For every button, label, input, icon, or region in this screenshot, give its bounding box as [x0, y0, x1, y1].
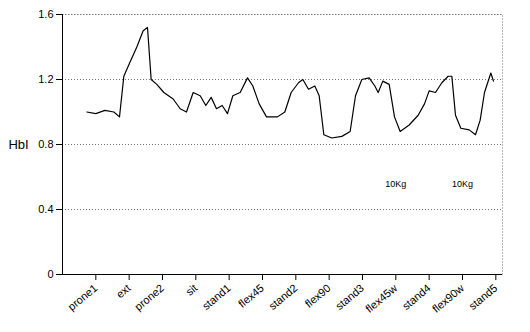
svg-text:stand1: stand1	[200, 282, 233, 312]
svg-text:ext: ext	[114, 282, 133, 301]
svg-text:0.4: 0.4	[38, 203, 53, 215]
svg-text:stand4: stand4	[400, 282, 433, 312]
svg-text:1.6: 1.6	[38, 8, 53, 20]
svg-text:sit: sit	[183, 282, 199, 298]
svg-text:10Kg: 10Kg	[452, 179, 473, 189]
svg-text:0: 0	[47, 268, 53, 280]
svg-text:10Kg: 10Kg	[385, 179, 406, 189]
svg-text:flex45w: flex45w	[363, 282, 399, 315]
svg-text:prone2: prone2	[132, 282, 166, 313]
svg-text:stand5: stand5	[466, 282, 499, 312]
svg-text:stand3: stand3	[333, 282, 366, 312]
svg-text:stand2: stand2	[266, 282, 299, 312]
svg-text:flex45: flex45	[236, 282, 266, 310]
svg-text:HbI: HbI	[8, 137, 28, 152]
svg-text:flex90w: flex90w	[430, 282, 466, 315]
svg-text:0.8: 0.8	[38, 138, 53, 150]
svg-text:prone1: prone1	[65, 282, 99, 313]
svg-text:1.2: 1.2	[38, 73, 53, 85]
svg-text:flex90: flex90	[303, 282, 333, 310]
